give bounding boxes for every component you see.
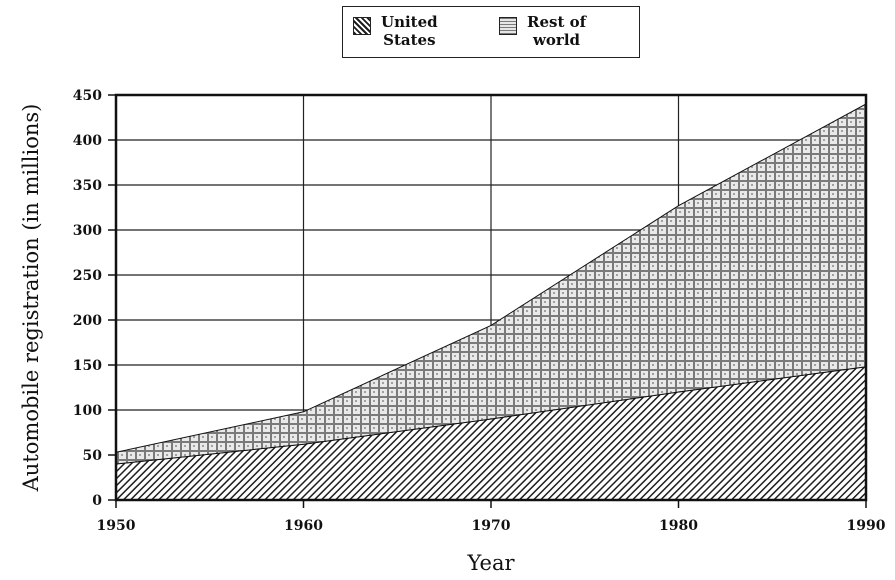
legend: United States Rest of world: [342, 6, 640, 58]
y-tick-label: 150: [73, 358, 102, 374]
y-tick-label: 300: [73, 223, 102, 239]
y-tick-label: 100: [73, 403, 102, 419]
grid: [116, 95, 866, 500]
x-tick-label: 1970: [472, 518, 511, 534]
x-tick-label: 1960: [284, 518, 323, 534]
y-tick-label: 350: [73, 178, 102, 194]
y-tick-label: 400: [73, 133, 102, 149]
y-tick-label: 0: [92, 493, 102, 509]
y-tick-label: 450: [73, 88, 102, 104]
x-axis-ticks: 1950 1960 1970 1980 1990: [97, 500, 886, 534]
legend-swatch-rest-of-world: [499, 17, 517, 35]
y-tick-label: 200: [73, 313, 102, 329]
x-tick-label: 1990: [847, 518, 886, 534]
y-axis-label: Automobile registration (in millions): [19, 104, 43, 493]
y-tick-label: 50: [83, 448, 103, 464]
x-axis-label: Year: [466, 551, 515, 575]
x-tick-label: 1980: [659, 518, 698, 534]
legend-swatch-united-states: [353, 17, 371, 35]
legend-item-united-states: United States: [353, 13, 438, 49]
x-tick-label: 1950: [97, 518, 136, 534]
legend-label-united-states: United States: [381, 13, 438, 49]
legend-label-rest-of-world: Rest of world: [527, 13, 587, 49]
y-tick-label: 250: [73, 268, 102, 284]
y-axis-ticks: 0 50 100 150 200 250 300 350 400 450: [73, 88, 116, 509]
legend-item-rest-of-world: Rest of world: [499, 13, 586, 49]
